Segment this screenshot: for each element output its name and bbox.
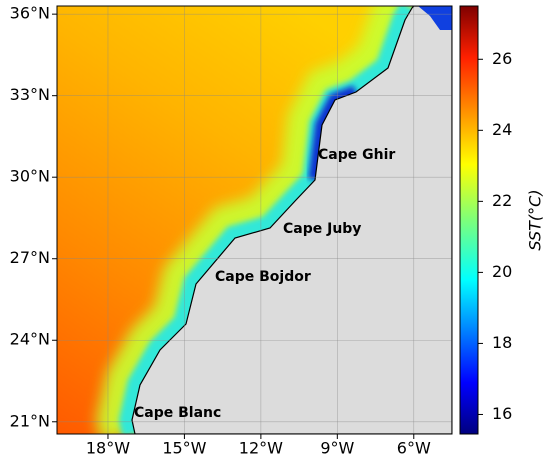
x-tick-label: 6°W bbox=[397, 439, 431, 458]
y-tick-label: 21°N bbox=[10, 411, 50, 430]
y-tick-label: 33°N bbox=[10, 85, 50, 104]
colorbar-tick-label: 26 bbox=[492, 49, 512, 68]
x-tick-label: 12°W bbox=[239, 439, 283, 458]
colorbar-tick-label: 24 bbox=[492, 120, 512, 139]
grid bbox=[57, 6, 452, 434]
colorbar-label: SST(°C) bbox=[526, 189, 545, 250]
place-label: Cape Bojdor bbox=[215, 269, 311, 285]
colorbar-tick-label: 22 bbox=[492, 191, 512, 210]
x-tick-label: 15°W bbox=[162, 439, 206, 458]
map-frame bbox=[56, 5, 453, 435]
y-tick-label: 36°N bbox=[10, 4, 50, 23]
colorbar bbox=[459, 5, 479, 435]
x-tick-label: 18°W bbox=[86, 439, 130, 458]
place-label: Cape Ghir bbox=[318, 147, 395, 163]
colorbar-tick-label: 18 bbox=[492, 333, 512, 352]
y-tick-label: 30°N bbox=[10, 167, 50, 186]
y-tick-label: 24°N bbox=[10, 330, 50, 349]
y-tick-label: 27°N bbox=[10, 248, 50, 267]
place-label: Cape Blanc bbox=[134, 405, 221, 421]
sst-field bbox=[57, 6, 452, 434]
colorbar-tick-label: 16 bbox=[492, 404, 512, 423]
place-label: Cape Juby bbox=[283, 221, 361, 237]
x-tick-label: 9°W bbox=[320, 439, 354, 458]
colorbar-tick-label: 20 bbox=[492, 262, 512, 281]
